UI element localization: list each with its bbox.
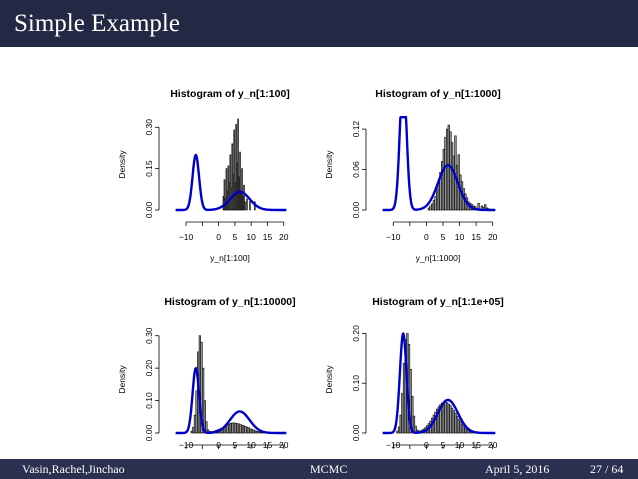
y-tick-label: 0.20: [351, 325, 361, 342]
slide-title: Simple Example: [14, 10, 180, 37]
x-tick-label: 10: [246, 440, 256, 450]
y-axis-label: Density: [324, 365, 334, 394]
y-tick-label: 0.00: [351, 201, 361, 218]
footer-title: MCMC: [310, 462, 348, 476]
y-tick-label: 0.00: [144, 201, 154, 218]
footer-page: 27 / 64: [590, 462, 624, 476]
histogram-bar: [237, 118, 239, 211]
x-tick-label: −10: [386, 232, 401, 242]
x-tick-label: 0: [216, 232, 221, 242]
histogram-bar: [246, 198, 248, 211]
x-tick-label: 15: [263, 440, 273, 450]
y-axis-label: Density: [117, 365, 127, 394]
x-tick-label: 20: [488, 440, 498, 450]
x-tick-label: 10: [246, 232, 256, 242]
y-tick-label: 0.00: [144, 424, 154, 441]
footer-authors: Vasin,Rachel,Jinchao: [22, 462, 125, 476]
y-tick-label: 0.10: [351, 375, 361, 392]
y-tick-label: 0.06: [351, 161, 361, 178]
histogram-grid: Histogram of y_n[1:100] −10 0 5 10 15 20 y_n[1:…: [117, 88, 504, 450]
x-tick-label: −10: [386, 440, 401, 450]
y-tick-label: 0.20: [144, 360, 154, 377]
density-curve: [175, 153, 287, 212]
x-tick-label: 10: [455, 232, 465, 242]
y-tick-label: 0.10: [144, 392, 154, 409]
histogram-bar: [223, 179, 226, 211]
x-tick-label: 15: [263, 232, 273, 242]
y-tick-label: 0.15: [144, 160, 154, 177]
histogram-bar: [244, 201, 246, 211]
density-curve: [382, 115, 496, 212]
x-tick-label: 5: [441, 440, 446, 450]
y-tick-label: 0.00: [351, 424, 361, 441]
x-tick-label: 20: [279, 440, 289, 450]
footer-bar: Vasin,Rachel,Jinchao MCMC April 5, 2016 …: [0, 459, 638, 479]
panel-title: Histogram of y_n[1:10000]: [164, 296, 295, 308]
histogram-bar: [225, 168, 228, 211]
histogram-bar: [243, 184, 245, 211]
histogram-bar: [229, 154, 232, 211]
histogram-bar: [411, 395, 414, 434]
panel-title: Histogram of y_n[1:1e+05]: [372, 296, 504, 308]
x-tick-label: 15: [471, 440, 481, 450]
x-tick-label: −10: [179, 232, 194, 242]
panel-title: Histogram of y_n[1:100]: [170, 88, 290, 100]
x-tick-label: 15: [471, 232, 481, 242]
y-axis-label: Density: [117, 150, 127, 179]
histogram-bar: [249, 201, 251, 211]
histogram-bar: [233, 129, 236, 211]
x-axis-label: y_n[1:100]: [210, 253, 250, 263]
y-axis-label: Density: [324, 150, 334, 179]
x-tick-label: 10: [455, 440, 465, 450]
histogram-bar: [241, 168, 243, 211]
y-tick-label: 0.30: [144, 119, 154, 136]
x-tick-label: 20: [488, 232, 498, 242]
x-tick-label: −10: [179, 440, 194, 450]
histogram-bar: [239, 151, 241, 211]
density-curve: [175, 366, 287, 435]
x-tick-label: 5: [441, 232, 446, 242]
x-tick-label: 5: [233, 232, 238, 242]
panel-title: Histogram of y_n[1:1000]: [375, 88, 500, 100]
y-tick-label: 0.12: [351, 121, 361, 138]
slide-title-bar: Simple Example: [0, 0, 638, 47]
x-tick-label: 0: [216, 440, 221, 450]
x-tick-label: 0: [424, 440, 429, 450]
y-tick-label: 0.30: [144, 327, 154, 344]
footer-date: April 5, 2016: [485, 462, 550, 476]
x-axis-label: y_n[1:1000]: [416, 253, 460, 263]
x-tick-label: 20: [279, 232, 289, 242]
x-tick-label: 5: [233, 440, 238, 450]
density-curve: [382, 331, 496, 435]
x-tick-label: 0: [424, 232, 429, 242]
